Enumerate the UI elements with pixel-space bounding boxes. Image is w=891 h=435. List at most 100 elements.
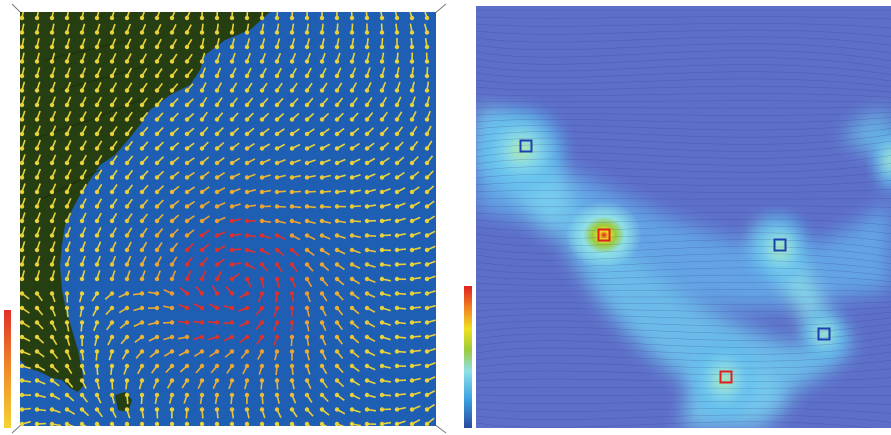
wind-arrow-head (259, 175, 265, 180)
wind-arrow-head (109, 30, 115, 35)
wind-arrow-head (424, 262, 430, 267)
wind-arrow-head (229, 305, 235, 311)
wind-arrow-head (409, 407, 415, 412)
wind-arrow-head (184, 247, 190, 253)
wind-arrow-head (304, 73, 310, 79)
wind-arrow-head (334, 102, 340, 108)
wind-arrow-head (409, 44, 415, 50)
wind-arrow-head (214, 407, 220, 412)
wind-arrow-head (64, 204, 70, 209)
wind-arrow-head (409, 117, 415, 122)
wind-arrow-head (349, 189, 355, 195)
wind-arrow-head (379, 102, 385, 108)
wind-arrow-head (349, 218, 355, 224)
wind-arrow-head (34, 73, 40, 79)
wind-arrow-head (139, 320, 145, 325)
wind-arrow-head (244, 175, 250, 180)
wind-arrow-head (274, 204, 280, 209)
wind-arrow-head (79, 146, 85, 151)
wind-arrow-head (94, 392, 100, 398)
wind-arrow-head (289, 378, 295, 383)
wind-arrow-head (199, 30, 205, 35)
wind-arrow-head (139, 421, 145, 426)
wind-arrow-head (379, 73, 385, 79)
streamline (476, 171, 891, 180)
wind-arrow-head (184, 262, 190, 267)
wind-arrow-head (199, 392, 205, 398)
wind-arrow-head (214, 73, 220, 79)
wind-arrow-head (304, 59, 310, 64)
wind-arrow-head (424, 204, 430, 209)
wind-arrow-head (289, 276, 295, 282)
wind-arrow-head (379, 189, 385, 195)
wind-arrow-head (79, 233, 85, 238)
wind-arrow-head (319, 276, 325, 282)
wind-arrow-head (319, 291, 325, 296)
wind-arrow-head (304, 320, 310, 325)
red-critical-point-marker (719, 370, 733, 384)
wind-arrow-head (199, 102, 205, 108)
wind-arrow-head (259, 421, 265, 426)
wind-arrow-head (394, 88, 400, 93)
wind-arrow-head (229, 407, 235, 412)
wind-arrow-head (64, 421, 70, 426)
wind-arrow-head (79, 204, 85, 209)
colormap-bar (4, 310, 11, 428)
streamline (476, 23, 891, 29)
wind-arrow-head (424, 175, 430, 180)
wind-arrow-head (424, 291, 430, 296)
wind-arrow-head (79, 160, 85, 166)
wind-arrow-head (334, 175, 340, 180)
wind-arrow-head (319, 73, 325, 79)
wind-vector-map-panel (4, 3, 447, 434)
wind-arrow-head (349, 421, 355, 426)
wind-arrow-head (334, 305, 340, 311)
wind-arrow-head (154, 117, 160, 122)
wind-arrow-head (79, 30, 85, 35)
wind-arrow-head (409, 30, 415, 35)
wind-arrow-head (214, 15, 220, 21)
wind-arrow-head (379, 392, 385, 398)
wind-arrow-head (244, 30, 250, 35)
wind-arrow-head (229, 262, 235, 267)
wind-arrow-head (364, 102, 370, 108)
wind-arrow-head (49, 378, 55, 383)
wind-arrow-head (424, 363, 430, 369)
wind-arrow-head (259, 73, 265, 79)
wind-arrow-head (259, 276, 265, 282)
wind-arrow-head (364, 189, 370, 195)
wind-arrow-head (20, 291, 25, 296)
wind-arrow-head (49, 102, 55, 108)
wind-arrow-head (289, 73, 295, 79)
wind-arrow-head (229, 73, 235, 79)
blue-critical-point-marker (519, 139, 533, 153)
wind-arrow-head (394, 59, 400, 64)
streamline (476, 218, 891, 226)
wind-arrow-head (349, 175, 355, 180)
wind-arrow-head (184, 218, 190, 224)
blue-critical-point-marker (773, 238, 787, 252)
wind-arrow-head (139, 15, 145, 21)
wind-arrow-head (229, 421, 235, 426)
wind-arrow-head (124, 276, 130, 282)
streamline (476, 301, 891, 305)
wind-arrow-head (139, 117, 145, 122)
wind-arrow-head (94, 131, 100, 137)
streamline (476, 117, 891, 123)
wind-arrow-head (319, 15, 325, 21)
wind-arrow-head (379, 233, 385, 238)
wind-arrow-head (379, 218, 385, 224)
wind-arrow-head (154, 320, 160, 325)
wind-arrow-head (289, 291, 295, 296)
wind-arrow-head (109, 146, 115, 151)
wind-arrow-head (94, 160, 100, 166)
wind-arrow-head (244, 160, 250, 166)
wind-arrow-head (364, 160, 370, 166)
wind-arrow-head (394, 363, 400, 369)
wind-arrow-head (274, 305, 280, 311)
wind-arrow-head (334, 407, 340, 412)
wind-arrow-head (109, 247, 115, 253)
wind-arrow-head (409, 102, 415, 108)
wind-arrow-head (349, 59, 355, 64)
wind-arrow-head (169, 262, 175, 267)
